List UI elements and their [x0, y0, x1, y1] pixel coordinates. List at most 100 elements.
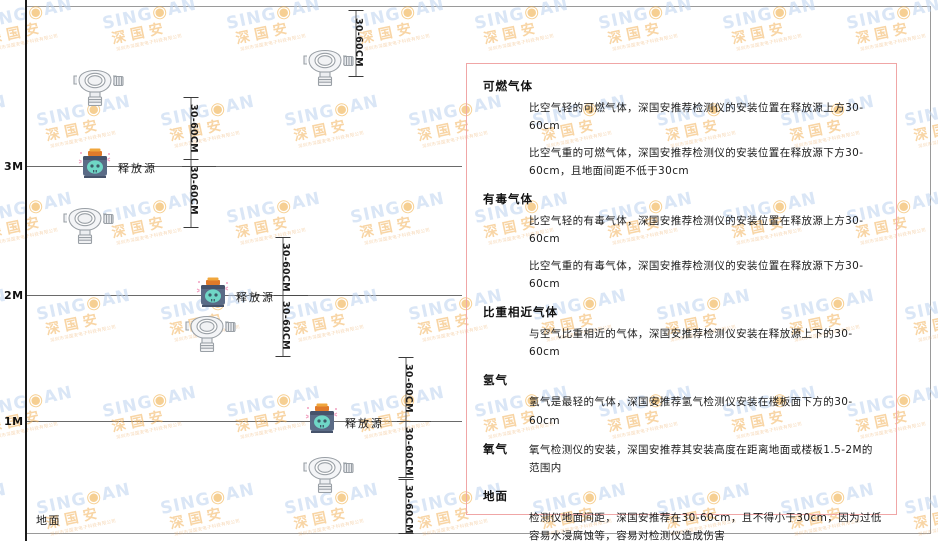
watermark-brand: SING◉AN [158, 91, 257, 132]
watermark-subtitle: 深圳市深国安电子科技有限公司 [49, 325, 117, 344]
panel-paragraph: 比空气轻的有毒气体，深国安推荐检测仪的安装位置在释放源上方30-60cm [529, 215, 864, 246]
dimension-line-1m-lower [398, 479, 414, 534]
watermark-brand: SING◉AN [0, 91, 9, 118]
watermark-subtitle: 深圳市深国安电子科技有限公司 [611, 34, 679, 53]
watermark-brand: SING◉AN [844, 0, 938, 35]
watermark-brand: SING◉AN [282, 91, 381, 132]
watermark-brand-cn: 深国安 [730, 19, 790, 48]
gas-detector-below-1m [300, 455, 356, 500]
frame-top-border [25, 6, 931, 7]
watermark-brand: SING◉AN [596, 0, 695, 35]
panel-section-body: 检测仪地面间距，深国安推荐在30-60cm，且不得小于30cm，因为过低容易水浸… [529, 509, 882, 541]
panel-paragraph: 检测仪地面间距，深国安推荐在30-60cm，且不得小于30cm，因为过低容易水浸… [529, 511, 882, 541]
leader-line-3m [182, 166, 216, 167]
dimension-line-3m-lower [183, 159, 199, 228]
watermark-brand-cn: 深国安 [44, 310, 104, 339]
dimension-label-1m-upper: 30-60CM [403, 364, 414, 413]
panel-section: 比重相近气体与空气比重相近的气体，深国安推荐检测仪安装在释放源上下的30-60c… [483, 304, 882, 361]
watermark-brand-cn: 深国安 [358, 19, 418, 48]
watermark-brand-cn: 深国安 [44, 116, 104, 145]
watermark-subtitle: 深圳市深国安电子科技有限公司 [115, 34, 183, 53]
frame-right-border [930, 6, 931, 534]
watermark-brand: SING◉AN [224, 0, 323, 35]
watermark-subtitle: 深圳市深国安电子科技有限公司 [49, 519, 117, 538]
watermark-brand-cn: 深国安 [0, 498, 12, 532]
ground-label: 地面 [36, 514, 61, 527]
panel-paragraph: 与空气比重相近的气体，深国安推荐检测仪安装在释放源上下的30-60cm [529, 328, 853, 359]
gas-detector-below-3m [60, 206, 116, 251]
watermark-brand: SING◉AN [34, 285, 133, 326]
gas-detector-below-2m [182, 314, 238, 359]
panel-section: 有毒气体比空气轻的有毒气体，深国安推荐检测仪的安装位置在释放源上方30-60cm… [483, 191, 882, 293]
watermark-subtitle: 深圳市深国安电子科技有限公司 [173, 519, 241, 538]
panel-paragraph: 比空气重的可燃气体，深国安推荐检测仪的安装位置在释放源下方30-60cm，且地面… [529, 147, 864, 178]
watermark-brand: SING◉AN [902, 100, 938, 132]
panel-paragraph: 比空气轻的可燃气体，深国安推荐检测仪的安装位置在释放源上方30-60cm [529, 102, 864, 133]
panel-section: 地面检测仪地面间距，深国安推荐在30-60cm，且不得小于30cm，因为过低容易… [483, 488, 882, 541]
watermark-brand-cn: 深国安 [912, 116, 938, 145]
watermark-brand: SING◉AN [0, 479, 9, 506]
watermark-subtitle: 深圳市深国安电子科技有限公司 [49, 131, 117, 150]
watermark-brand-cn: 深国安 [482, 19, 542, 48]
release-source-label-1m: 释放源 [345, 417, 384, 430]
watermark-brand-cn: 深国安 [292, 116, 352, 145]
level-line-1m [25, 421, 462, 422]
level-line-3m [25, 166, 462, 167]
panel-section-title: 有毒气体 [483, 192, 533, 207]
watermark-brand: SING◉AN [100, 382, 199, 423]
panel-section-title: 可燃气体 [483, 79, 533, 93]
panel-section-title: 地面 [483, 488, 508, 503]
watermark-brand: SING◉AN [472, 0, 571, 35]
panel-section: 可燃气体比空气轻的可燃气体，深国安推荐检测仪的安装位置在释放源上方30-60cm… [483, 78, 882, 180]
watermark-brand: SING◉AN [0, 0, 75, 35]
watermark-brand-cn: 深国安 [234, 19, 294, 48]
panel-section-body: 与空气比重相近的气体，深国安推荐检测仪安装在释放源上下的30-60cm [529, 325, 882, 361]
panel-section-title: 氧气 [483, 441, 508, 456]
watermark-brand: SING◉AN [902, 488, 938, 520]
watermark-subtitle: 深圳市深国安电子科技有限公司 [859, 34, 927, 53]
watermark-brand: SING◉AN [224, 188, 323, 229]
watermark-subtitle: 深圳市深国安电子科技有限公司 [0, 320, 13, 344]
watermark-subtitle: 深圳市深国安电子科技有限公司 [0, 126, 13, 150]
watermark-brand-cn: 深国安 [912, 504, 938, 533]
panel-section-body: 比空气轻的可燃气体，深国安推荐检测仪的安装位置在释放源上方30-60cm 比空气重… [529, 99, 882, 180]
panel-section-body: 氢气是最轻的气体，深国安推荐氢气检测仪安装在楼板面下方的30-60cm [529, 393, 882, 429]
watermark-brand-cn: 深国安 [854, 19, 914, 48]
release-source-label-3m: 释放源 [118, 162, 157, 175]
vertical-height-axis [25, 0, 27, 541]
watermark-subtitle: 深圳市深国安电子科技有限公司 [297, 519, 365, 538]
watermark-brand-cn: 深国安 [912, 310, 938, 339]
dimension-label-3m-upper: 30-60CM [188, 104, 199, 153]
level-label-1m: 1M [4, 415, 24, 428]
level-label-3m: 3M [4, 160, 24, 173]
watermark-brand-cn: 深国安 [0, 304, 12, 338]
panel-section-title: 氢气 [483, 373, 508, 388]
release-source-1m [305, 403, 339, 442]
panel-section: 氧气 氧气检测仪的安装，深国安推荐其安装高度在距离地面或楼板1.5-2M的范围内 [483, 441, 882, 477]
release-source-label-2m: 释放源 [236, 291, 275, 304]
watermark-brand: SING◉AN [720, 0, 819, 35]
dimension-label-1m-middle: 30-60CM [403, 427, 414, 476]
watermark-subtitle: 深圳市深国安电子科技有限公司 [297, 131, 365, 150]
watermark-subtitle: 深圳市深国安电子科技有限公司 [297, 325, 365, 344]
dimension-label-1m-lower: 30-60CM [403, 485, 414, 534]
watermark-brand-cn: 深国安 [110, 19, 170, 48]
panel-paragraph: 氧气检测仪的安装，深国安推荐其安装高度在距离地面或楼板1.5-2M的范围内 [529, 443, 873, 474]
panel-paragraph: 比空气重的有毒气体，深国安推荐检测仪的安装位置在释放源下方30-60cm [529, 260, 864, 291]
panel-section-title: 比重相近气体 [483, 305, 558, 320]
watermark-subtitle: 深圳市深国安电子科技有限公司 [917, 519, 938, 538]
